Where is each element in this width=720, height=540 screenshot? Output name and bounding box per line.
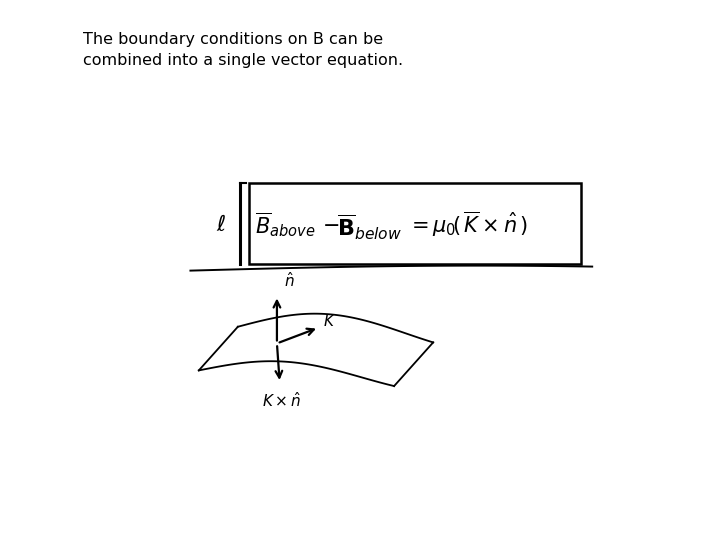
Text: $\hat{n}$: $\hat{n}$: [284, 271, 294, 290]
Text: $K \times \hat{n}$: $K \times \hat{n}$: [262, 391, 301, 410]
Text: $= \mu_0\!\left(\,\overline{K} \times \hat{n}\,\right)$: $= \mu_0\!\left(\,\overline{K} \times \h…: [407, 210, 528, 239]
Text: $\overline{\mathbf{B}}_{\mathit{below}}$: $\overline{\mathbf{B}}_{\mathit{below}}$: [337, 212, 402, 241]
Text: The boundary conditions on B can be
combined into a single vector equation.: The boundary conditions on B can be comb…: [83, 32, 403, 69]
Bar: [249, 183, 581, 265]
Text: $\ell$: $\ell$: [216, 214, 226, 236]
Text: $\overline{B}_{\mathit{above}}$: $\overline{B}_{\mathit{above}}$: [255, 211, 315, 239]
Text: $K$: $K$: [323, 313, 336, 328]
Text: $-$: $-$: [322, 215, 339, 234]
